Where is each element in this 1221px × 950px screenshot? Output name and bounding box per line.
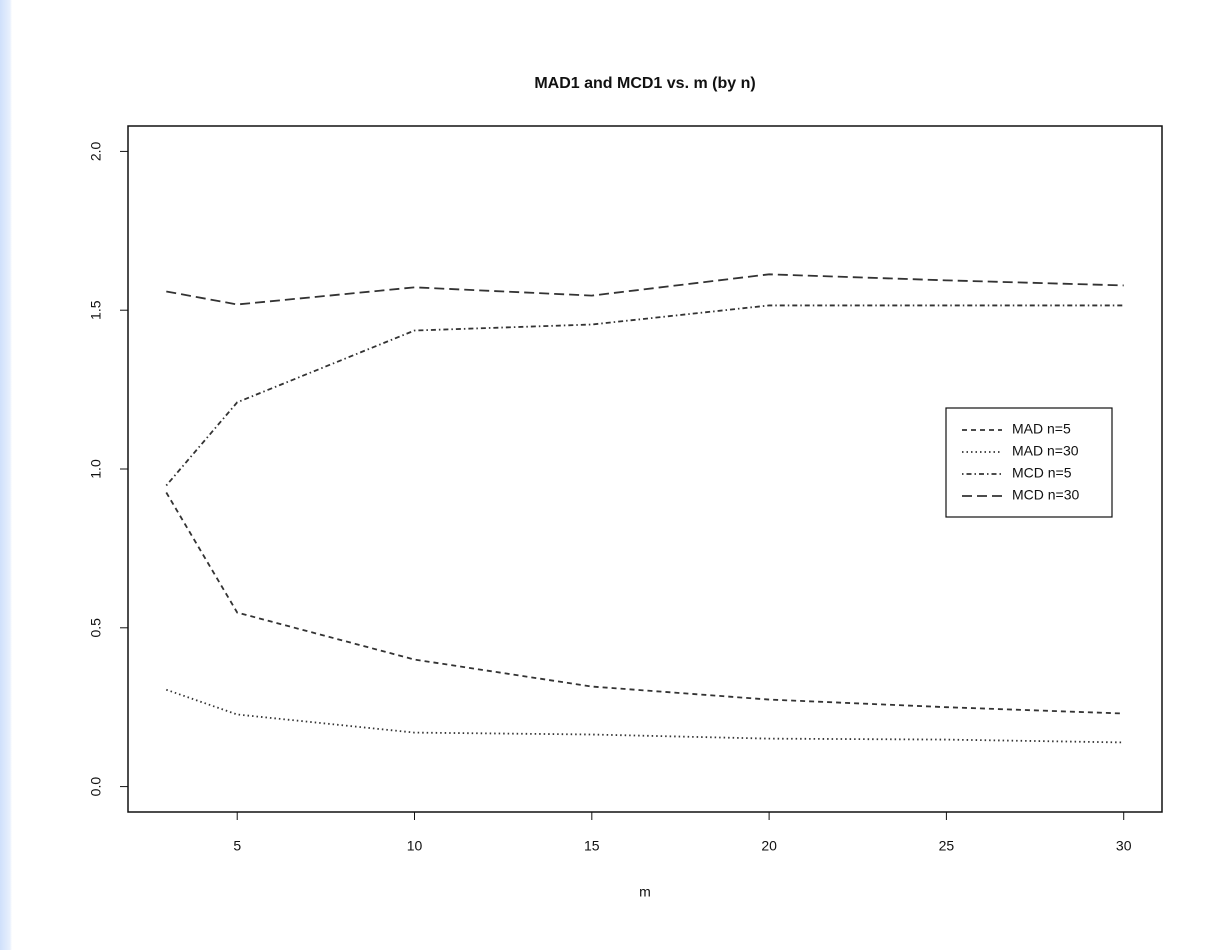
- y-tick-label: 0.5: [88, 618, 104, 638]
- y-tick-label: 2.0: [88, 141, 104, 161]
- x-tick-label: 25: [939, 838, 955, 854]
- x-tick-label: 5: [233, 838, 241, 854]
- legend-label: MCD n=30: [1012, 487, 1080, 503]
- series-line: [165, 688, 1124, 744]
- x-tick-label: 15: [584, 838, 600, 854]
- legend-label: MCD n=5: [1012, 465, 1072, 481]
- legend-label: MAD n=30: [1012, 443, 1079, 459]
- x-tick-label: 30: [1116, 838, 1132, 854]
- series-line: [165, 492, 1124, 715]
- y-tick-label: 1.5: [88, 300, 104, 320]
- legend-label: MAD n=5: [1012, 421, 1071, 437]
- y-tick-label: 0.0: [88, 777, 104, 797]
- x-axis-label: m: [639, 884, 651, 900]
- y-tick-label: 1.0: [88, 459, 104, 479]
- series-line: [166, 273, 1124, 306]
- series-line: [165, 304, 1124, 487]
- x-tick-label: 10: [407, 838, 423, 854]
- legend-box: [945, 407, 1113, 518]
- chart-title: MAD1 and MCD1 vs. m (by n): [534, 75, 755, 92]
- x-tick-label: 20: [761, 838, 777, 854]
